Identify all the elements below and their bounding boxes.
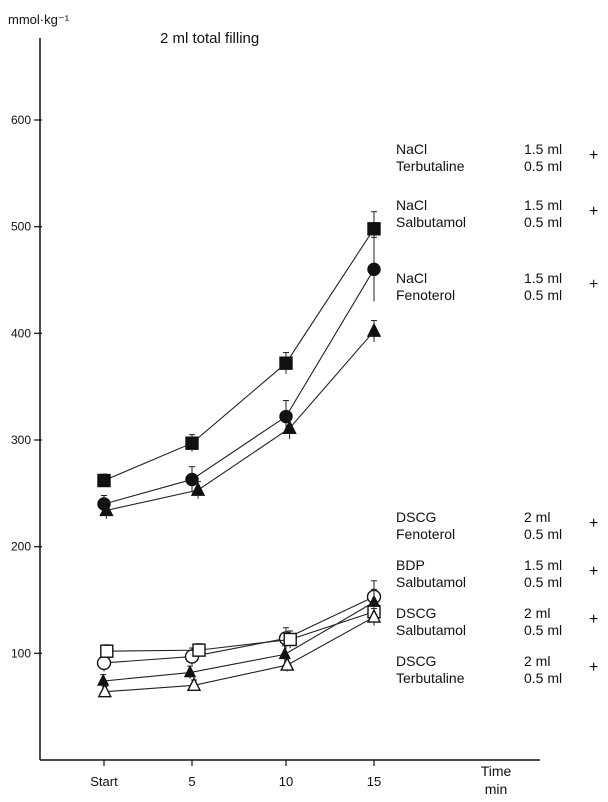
y-tick-label: 200 [11, 540, 31, 554]
series-dose-label: 0.5 ml [524, 287, 563, 303]
data-point [99, 501, 114, 517]
series-5 [97, 588, 381, 688]
y-tick-label: 300 [11, 433, 31, 447]
data-point [278, 646, 291, 660]
data-point [283, 632, 297, 647]
data-point [192, 643, 206, 657]
data-point [97, 683, 112, 698]
series-line [106, 330, 375, 511]
x-axis-label-time: Time [481, 763, 512, 779]
series-dose-label: 0.5 ml [524, 214, 563, 230]
series-drug-label: Terbutaline [396, 670, 465, 686]
y-tick-label: 500 [11, 220, 31, 234]
x-tick-label: 5 [188, 774, 195, 789]
data-point [185, 436, 199, 450]
data-point [279, 356, 293, 370]
data-point [280, 656, 295, 671]
series-dose-label: 0.5 ml [524, 670, 563, 686]
data-point [185, 472, 199, 487]
series-drug-label: Salbutamol [396, 622, 467, 638]
series-drug-label: DSCG [396, 653, 437, 669]
series-drug-label: NaCl [396, 270, 428, 286]
series-drug-label: Salbutamol [396, 574, 467, 590]
series-dose-label: 0.5 ml [524, 158, 563, 174]
series-1 [97, 236, 381, 513]
series-dose-label: 2 ml [524, 509, 551, 525]
plus-sign: + [589, 515, 599, 532]
data-point [183, 664, 197, 678]
series-line [106, 611, 375, 652]
y-tick-label: 600 [11, 113, 31, 127]
series-dose-label: 1.5 ml [524, 270, 563, 286]
series-3 [96, 580, 382, 672]
plus-sign: + [589, 563, 599, 580]
y-tick-label: 100 [11, 646, 31, 660]
series-dose-label: 0.5 ml [524, 574, 563, 590]
series-dose-label: 0.5 ml [524, 622, 563, 638]
data-point [96, 655, 112, 671]
series-drug-label: Fenoterol [396, 287, 456, 303]
series-dose-label: 1.5 ml [524, 141, 563, 157]
series-drug-label: Terbutaline [396, 158, 465, 174]
data-point [367, 594, 381, 607]
y-tick-label: 400 [11, 326, 31, 340]
data-point [97, 673, 110, 686]
series-drug-label: Fenoterol [396, 526, 456, 542]
series-line [103, 228, 375, 482]
data-point [190, 481, 206, 496]
plus-sign: + [589, 203, 599, 220]
x-tick-label: 15 [367, 774, 381, 789]
series-line [103, 596, 375, 664]
x-tick-label: Start [90, 774, 118, 789]
series-dose-label: 1.5 ml [524, 197, 563, 213]
x-tick-label: 10 [279, 774, 293, 789]
series-line [103, 601, 375, 682]
series-0 [97, 211, 381, 488]
data-point [282, 419, 297, 434]
x-axis-label-unit: min [485, 781, 508, 797]
data-point [366, 322, 382, 337]
series-drug-label: DSCG [396, 605, 437, 621]
series-line [104, 616, 375, 693]
data-point [97, 473, 111, 488]
series-dose-label: 2 ml [524, 653, 551, 669]
plus-sign: + [589, 276, 599, 293]
y-axis-label: mmol·kg⁻¹ [8, 12, 70, 27]
plus-sign: + [589, 659, 599, 676]
series-drug-label: NaCl [396, 197, 428, 213]
series-drug-label: Salbutamol [396, 214, 467, 230]
series-6 [97, 608, 382, 698]
series-drug-label: NaCl [396, 141, 428, 157]
series-4 [100, 602, 381, 658]
data-point [186, 676, 202, 692]
data-point [100, 644, 114, 658]
data-point [367, 222, 381, 236]
series-dose-label: 1.5 ml [524, 557, 563, 573]
plus-sign: + [589, 611, 599, 628]
data-point [367, 262, 381, 277]
data-point [279, 409, 293, 424]
series-line [103, 269, 375, 505]
data-point [366, 608, 382, 623]
series-dose-label: 2 ml [524, 605, 551, 621]
chart-title: 2 ml total filling [160, 30, 259, 47]
series-drug-label: BDP [396, 557, 425, 573]
series-drug-label: DSCG [396, 509, 437, 525]
plus-sign: + [589, 147, 599, 164]
series-dose-label: 0.5 ml [524, 526, 563, 542]
series-2 [99, 320, 382, 519]
